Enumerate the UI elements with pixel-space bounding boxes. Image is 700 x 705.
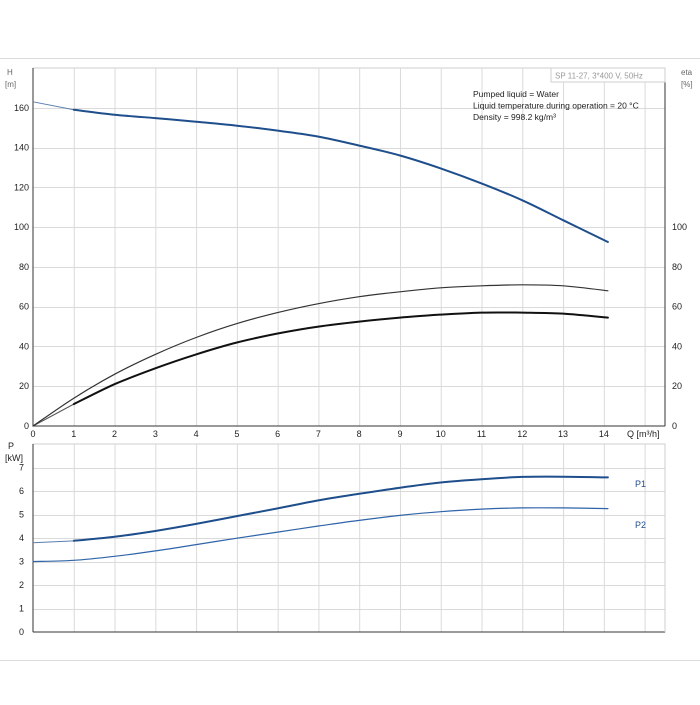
series-label-p2: P2: [635, 520, 646, 530]
power-tick-label: 4: [19, 533, 24, 543]
x-tick-label: 8: [357, 429, 362, 439]
right-tick-label: 0: [672, 421, 677, 431]
x-tick-label: 2: [112, 429, 117, 439]
x-tick-label: 6: [275, 429, 280, 439]
right-axis-label-eta: eta: [681, 68, 693, 77]
x-tick-label: 0: [30, 429, 35, 439]
legend-box: [550, 67, 666, 83]
note-pumped-liquid: Pumped liquid = Water: [473, 89, 559, 99]
left-tick-label: 140: [14, 143, 29, 153]
efficiency-curve-extension: [32, 403, 75, 427]
left-tick-label: 160: [14, 103, 29, 113]
power-tick-label: 5: [19, 510, 24, 520]
liquid-notes: Pumped liquid = Water Liquid temperature…: [473, 89, 639, 122]
power-axis-unit-kw: [kW]: [5, 453, 23, 463]
power-tick-label: 6: [19, 486, 24, 496]
x-tick-label: 11: [477, 429, 486, 439]
legend-box-text: SP 11-27, 3*400 V, 50Hz: [555, 72, 643, 81]
left-axis-label-h: H: [7, 68, 13, 77]
series-label-p1: P1: [635, 479, 646, 489]
left-tick-label: 60: [19, 302, 29, 312]
power-tick-label: 3: [19, 557, 24, 567]
efficiency-curve-eta: [72, 311, 609, 406]
power-tick-label: 0: [19, 627, 24, 637]
left-tick-label: 80: [19, 262, 29, 272]
right-tick-label: 80: [672, 262, 682, 272]
left-tick-label: 120: [14, 182, 29, 192]
x-tick-label: 9: [397, 429, 402, 439]
right-tick-label: 60: [672, 302, 682, 312]
head-curve-extension: [32, 101, 74, 111]
power-curve-p1-extension: [32, 540, 74, 544]
x-tick-label: 4: [194, 429, 199, 439]
power-tick-label: 2: [19, 580, 24, 590]
top-panel-grid: [33, 68, 665, 426]
curves: [32, 101, 609, 563]
right-tick-label: 20: [672, 381, 682, 391]
power-axis-label-p: P: [8, 441, 14, 451]
x-tick-label: 10: [436, 429, 446, 439]
right-axis-unit-percent: [%]: [681, 80, 693, 89]
left-tick-label: 0: [24, 421, 29, 431]
power-tick-label: 1: [19, 604, 24, 614]
head-curve: [72, 108, 609, 243]
power-tick-label: 7: [19, 463, 24, 473]
bottom-panel-grid: [33, 444, 665, 632]
top-panel-frame: [32, 67, 666, 427]
x-tick-label: 12: [517, 429, 527, 439]
efficiency-curve-thin: [32, 284, 609, 427]
x-tick-label: 13: [558, 429, 568, 439]
right-tick-label: 100: [672, 222, 687, 232]
note-density: Density = 998.2 kg/m³: [473, 112, 556, 122]
x-tick-label: 5: [234, 429, 239, 439]
left-axis-unit-m: [m]: [5, 80, 16, 89]
power-curve-p1: [72, 475, 609, 542]
power-curve-p2: [32, 507, 609, 563]
x-tick-label: 7: [316, 429, 321, 439]
left-tick-label: 100: [14, 222, 29, 232]
x-axis-label-q: Q [m³/h]: [627, 429, 660, 439]
note-liquid-temperature: Liquid temperature during operation = 20…: [473, 101, 639, 111]
left-tick-label: 40: [19, 341, 29, 351]
x-tick-label: 1: [71, 429, 76, 439]
x-tick-label: 14: [599, 429, 609, 439]
x-tick-label: 3: [153, 429, 158, 439]
left-tick-label: 20: [19, 381, 29, 391]
right-tick-label: 40: [672, 341, 682, 351]
